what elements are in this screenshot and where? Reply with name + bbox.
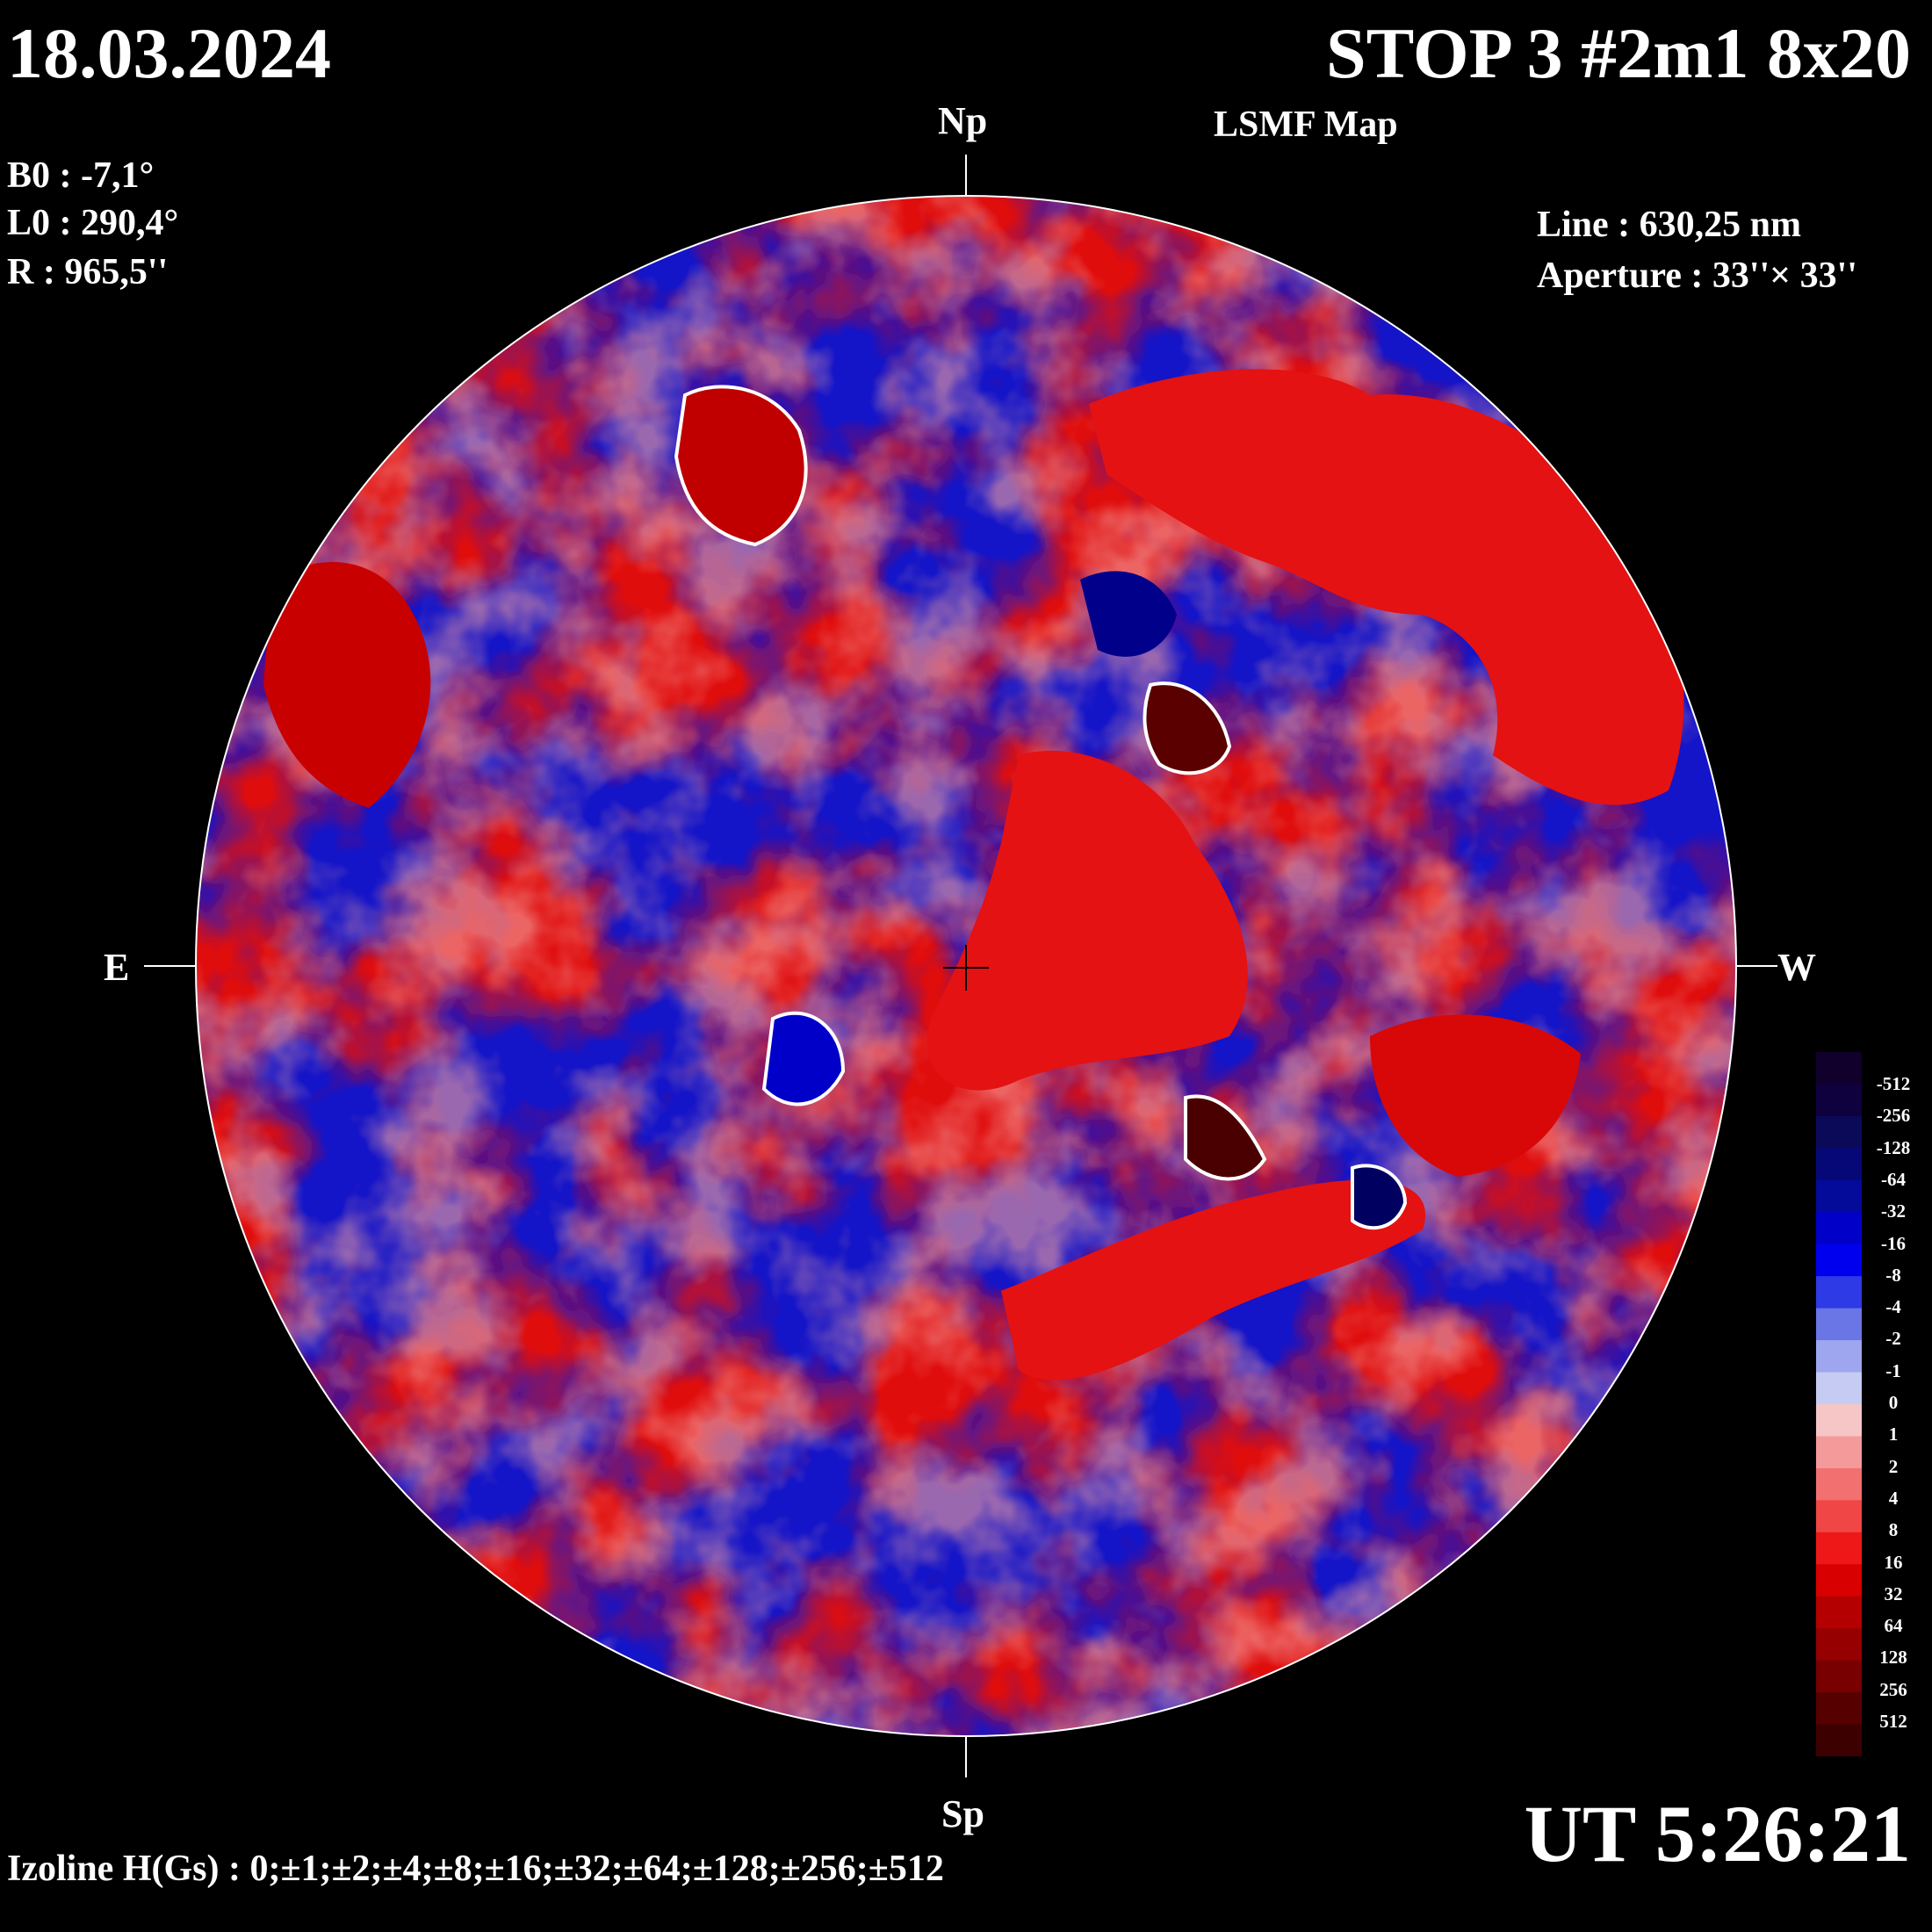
- strong-positive-spot-center: [1143, 681, 1232, 775]
- legend-swatch: [1816, 1628, 1862, 1662]
- legend-label: 16: [1884, 1551, 1903, 1573]
- legend-label: 128: [1879, 1647, 1907, 1669]
- positive-region-center: [927, 750, 1248, 1091]
- legend-label: -8: [1885, 1264, 1901, 1286]
- observation-date: 18.03.2024: [7, 13, 331, 93]
- legend-label: -128: [1876, 1136, 1911, 1158]
- strong-positive-spot-south: [1184, 1094, 1267, 1181]
- legend-swatch: [1816, 1660, 1862, 1693]
- positive-region-east: [263, 562, 431, 808]
- legend-label: -2: [1885, 1328, 1901, 1350]
- legend-swatch: [1816, 1308, 1862, 1341]
- legend-swatch: [1816, 1244, 1862, 1277]
- legend-label: -16: [1881, 1232, 1906, 1254]
- radius-value: R : 965,5'': [7, 252, 169, 292]
- legend-label: 0: [1888, 1392, 1899, 1413]
- legend-label: 2: [1888, 1455, 1899, 1477]
- negative-spot-center: [1080, 571, 1177, 657]
- isoline-levels: Izoline H(Gs) : 0;±1;±2;±4;±8;±16;±32;±6…: [7, 1849, 944, 1889]
- legend-label: 8: [1888, 1519, 1899, 1541]
- legend-swatch: [1816, 1467, 1862, 1501]
- legend-swatch: [1816, 1564, 1862, 1597]
- legend-label: -32: [1881, 1200, 1906, 1222]
- center-crosshair: [943, 945, 989, 991]
- color-legend: [1816, 1052, 1862, 1756]
- legend-swatch: [1816, 1276, 1862, 1309]
- legend-label: -4: [1885, 1296, 1901, 1318]
- positive-region-south: [1001, 1179, 1426, 1381]
- legend-label: -1: [1885, 1359, 1901, 1381]
- observation-time: UT 5:26:21: [1524, 1789, 1911, 1878]
- legend-label: 1: [1888, 1424, 1899, 1445]
- legend-swatch: [1816, 1340, 1862, 1373]
- legend-label: -512: [1876, 1073, 1911, 1094]
- legend-swatch: [1816, 1692, 1862, 1726]
- legend-swatch: [1816, 1532, 1862, 1565]
- legend-swatch: [1816, 1115, 1862, 1149]
- legend-label: 64: [1884, 1615, 1903, 1637]
- legend-label: 32: [1884, 1582, 1903, 1604]
- legend-swatch: [1816, 1404, 1862, 1437]
- disk-limb: [195, 195, 1737, 1737]
- map-title: STOP 3 #2m1 8x20: [1326, 13, 1911, 93]
- east-label: E: [104, 946, 130, 989]
- legend-swatch: [1816, 1372, 1862, 1405]
- legend-swatch: [1816, 1212, 1862, 1245]
- legend-label: -64: [1881, 1168, 1906, 1190]
- north-pole-label: Np: [938, 99, 988, 142]
- west-label: W: [1777, 946, 1816, 989]
- negative-spot-south: [761, 1011, 846, 1107]
- strong-positive-spot-north: [674, 385, 808, 547]
- map-subtitle: LSMF Map: [1214, 105, 1398, 145]
- legend-swatch: [1816, 1500, 1862, 1533]
- legend-label: 256: [1879, 1678, 1907, 1700]
- spectral-line: Line : 630,25 nm: [1537, 205, 1802, 245]
- positive-region-west: [1370, 1014, 1581, 1177]
- l0-value: L0 : 290,4°: [7, 203, 179, 243]
- legend-swatch: [1816, 1724, 1862, 1756]
- legend-swatch: [1816, 1052, 1862, 1085]
- strong-negative-spot: [1351, 1164, 1408, 1230]
- legend-swatch: [1816, 1596, 1862, 1629]
- legend-swatch: [1816, 1179, 1862, 1213]
- legend-swatch: [1816, 1148, 1862, 1181]
- legend-swatch: [1816, 1436, 1862, 1469]
- south-pole-label: Sp: [941, 1792, 984, 1835]
- positive-region-northwest: [1089, 369, 1684, 805]
- legend-label: 512: [1879, 1711, 1907, 1732]
- legend-label: 4: [1888, 1487, 1899, 1509]
- legend-label: -256: [1876, 1105, 1911, 1127]
- aperture: Aperture : 33''× 33'': [1537, 256, 1857, 296]
- legend-swatch: [1816, 1084, 1862, 1117]
- b0-value: B0 : -7,1°: [7, 155, 155, 196]
- compass-ticks: [144, 155, 1777, 1777]
